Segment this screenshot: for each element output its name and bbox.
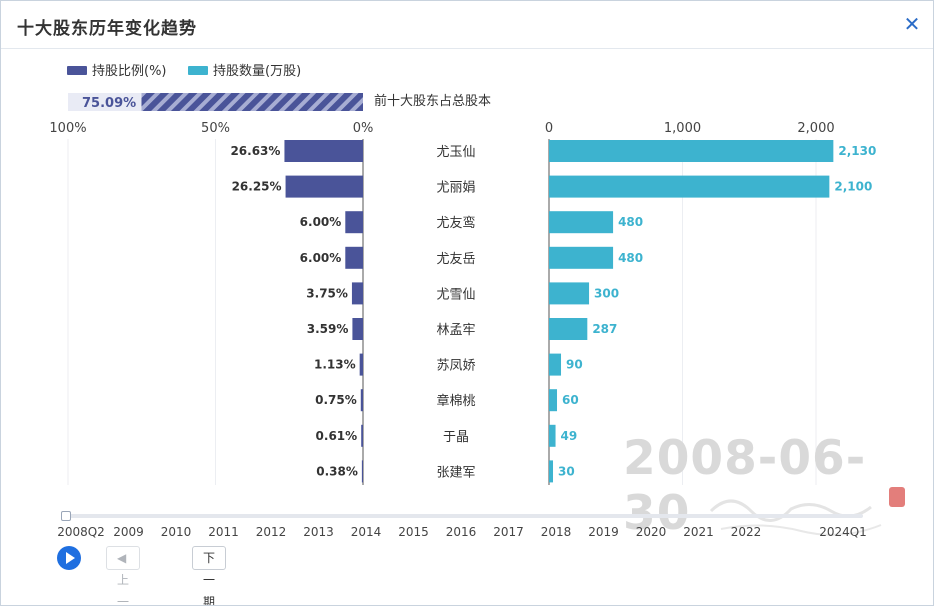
quantity-bar xyxy=(549,460,554,483)
left-axis-tick: 100% xyxy=(49,121,86,136)
shareholder-name: 尤雪仙 xyxy=(436,287,475,302)
timeline-tick[interactable]: 2009 xyxy=(113,525,144,539)
quantity-label: 480 xyxy=(618,215,643,229)
quantity-label: 60 xyxy=(562,393,579,407)
quantity-label: 49 xyxy=(561,429,578,443)
quantity-bar xyxy=(549,318,588,340)
timeline-tick[interactable]: 2015 xyxy=(398,525,429,539)
shareholder-name: 尤友岳 xyxy=(436,251,475,267)
legend-label: 持股比例(%) xyxy=(92,64,167,79)
quantity-label: 480 xyxy=(618,251,643,265)
ratio-label: 26.25% xyxy=(232,180,282,194)
total-bar xyxy=(141,93,363,111)
quantity-bar xyxy=(549,282,590,305)
timeline-tick[interactable]: 2013 xyxy=(303,525,334,539)
quantity-bar xyxy=(549,353,562,376)
timeline-tick[interactable]: 2011 xyxy=(208,525,239,539)
total-value: 75.09% xyxy=(82,96,136,111)
left-axis-tick: 0% xyxy=(353,121,374,136)
dialog-title: 十大股东历年变化趋势 xyxy=(17,19,197,39)
right-axis-tick: 1,000 xyxy=(664,121,701,136)
quantity-bar xyxy=(549,246,614,269)
close-icon[interactable]: ✕ xyxy=(903,12,921,36)
total-label: 前十大股东占总股本 xyxy=(374,93,491,109)
shareholder-name: 尤友鸾 xyxy=(436,215,475,231)
ratio-bar xyxy=(285,175,363,198)
timeline-tick[interactable]: 2019 xyxy=(588,525,619,539)
shareholder-name: 林孟牢 xyxy=(436,323,475,338)
period-watermark: 2008-06-30 xyxy=(623,431,867,541)
quantity-label: 300 xyxy=(594,286,619,300)
timeline-tick[interactable]: 2012 xyxy=(255,525,287,539)
timeline-tick[interactable]: 2018 xyxy=(540,525,572,539)
shareholder-name: 张建军 xyxy=(436,465,475,480)
timeline-track[interactable] xyxy=(61,511,863,521)
next-period-button[interactable]: 下一期 ▶ xyxy=(192,546,227,605)
timeline-tick[interactable]: 2017 xyxy=(493,525,524,539)
prev-period-button[interactable]: ◀ 上一期 xyxy=(106,546,140,605)
quantity-bar xyxy=(549,140,834,162)
timeline-handle[interactable] xyxy=(61,511,71,521)
ratio-bar xyxy=(284,140,363,162)
shareholder-name: 苏凤娇 xyxy=(436,358,475,374)
ratio-label: 0.75% xyxy=(315,393,357,407)
legend-label: 持股数量(万股) xyxy=(213,64,301,79)
shareholder-name: 尤玉仙 xyxy=(436,145,475,160)
timeline-tick[interactable]: 2020 xyxy=(635,525,667,539)
ratio-label: 0.61% xyxy=(316,429,358,443)
ratio-label: 3.75% xyxy=(306,286,348,300)
ratio-label: 6.00% xyxy=(300,251,342,265)
right-axis-tick: 2,000 xyxy=(797,121,834,136)
quantity-label: 2,100 xyxy=(834,180,872,194)
ratio-bar xyxy=(361,424,363,447)
quantity-label: 30 xyxy=(558,464,575,478)
legend-swatch xyxy=(188,66,208,75)
shareholder-chart: 持股比例(%) 持股数量(万股) 75.09% 前十大股东占总股本 100% 50% 0… xyxy=(49,64,876,485)
timeline-tick[interactable]: 2021 xyxy=(683,525,714,539)
ratio-bar xyxy=(360,389,363,412)
shareholder-name: 于晶 xyxy=(443,430,469,445)
ratio-label: 3.59% xyxy=(307,322,349,336)
ratio-label: 1.13% xyxy=(314,358,356,372)
period-timeline: 2008Q2 2009 2010 2011 2012 2013 2014 2015 2016 20… xyxy=(1,501,933,541)
quantity-label: 287 xyxy=(592,322,617,336)
ratio-bar xyxy=(361,460,363,483)
quantity-label: 90 xyxy=(566,358,583,372)
timeline-tick[interactable]: 2010 xyxy=(160,525,192,539)
ratio-bar xyxy=(351,282,363,305)
quantity-bar xyxy=(549,389,558,412)
left-axis-tick: 50% xyxy=(201,121,230,136)
quantity-label: 2,130 xyxy=(838,144,876,158)
ratio-label: 0.38% xyxy=(316,464,358,478)
quantity-bar xyxy=(549,424,556,447)
timeline-tick[interactable]: 2016 xyxy=(445,525,477,539)
timeline-tick[interactable]: 2024Q1 xyxy=(819,525,867,539)
legend-swatch xyxy=(67,66,87,75)
ratio-bar xyxy=(352,318,363,340)
ratio-bar xyxy=(345,211,363,234)
quantity-bar xyxy=(549,211,614,234)
ratio-label: 6.00% xyxy=(300,215,342,229)
timeline-tick[interactable]: 2014 xyxy=(350,525,382,539)
timeline-tick[interactable]: 2008Q2 xyxy=(57,525,105,539)
shareholder-name: 尤丽娟 xyxy=(436,181,475,196)
play-button[interactable] xyxy=(57,546,81,570)
timeline-tick[interactable]: 2022 xyxy=(730,525,762,539)
dialog-header: 十大股东历年变化趋势 ✕ xyxy=(1,1,933,49)
shareholder-name: 章棉桃 xyxy=(436,393,475,409)
ratio-label: 26.63% xyxy=(230,144,280,158)
quantity-bar xyxy=(549,175,830,198)
ratio-bar xyxy=(359,353,363,376)
right-axis-tick: 0 xyxy=(545,121,553,136)
ratio-bar xyxy=(345,246,363,269)
